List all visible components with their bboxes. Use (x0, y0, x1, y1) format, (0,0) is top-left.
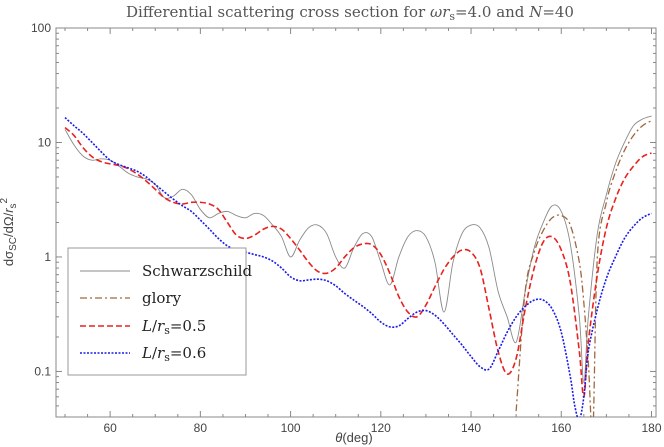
ylabel-part: /dΩ/ (1, 212, 16, 237)
title-part: r (442, 3, 450, 21)
x-tick-label: 120 (371, 421, 391, 435)
title-part: =40 (542, 3, 574, 21)
y-axis-label: dσSC/dΩ/rs2 (0, 197, 19, 266)
x-axis-label: θ(deg) (335, 430, 372, 445)
xlabel-part: (deg) (342, 430, 372, 445)
y-tick-label: 100 (31, 21, 51, 35)
x-axis: 60 80 100 120 140 160 180 (64, 28, 662, 435)
x-tick-label: 180 (641, 421, 661, 435)
y-tick-label: 0.1 (34, 364, 51, 378)
x-tick-label: 160 (551, 421, 571, 435)
title-part: N (528, 3, 543, 21)
y-axis: 100 10 1 0.1 (31, 21, 656, 418)
x-tick-label: 100 (281, 421, 301, 435)
ylabel-part: SC (8, 237, 19, 251)
y-tick-label: 1 (44, 250, 51, 264)
chart-title: Differential scattering cross section fo… (126, 3, 574, 23)
ylabel-part: dσ (1, 251, 16, 266)
title-part: =4.0 and (455, 3, 529, 21)
title-part: Differential scattering cross section fo… (126, 3, 430, 21)
xlabel-part: θ (335, 430, 342, 445)
series-line-0 (64, 115, 652, 383)
legend-label-glory: glory (142, 289, 182, 307)
legend-label-l05: L/rs=0.5 (141, 317, 206, 337)
y-tick-label: 10 (38, 135, 52, 149)
legend-box (67, 247, 247, 376)
title-part: s (449, 10, 455, 23)
ylabel-part: 2 (0, 197, 10, 203)
x-tick-label: 140 (461, 421, 481, 435)
x-tick-label: 60 (103, 421, 117, 435)
series-line-3 (64, 116, 652, 417)
legend-label-schwarzschild: Schwarzschild (142, 262, 253, 280)
series-line-1 (515, 120, 652, 417)
legend-label-l06: L/rs=0.6 (141, 344, 206, 364)
series-layer (64, 115, 652, 417)
title-part: ω (430, 3, 442, 21)
ylabel-part: s (8, 203, 19, 208)
x-tick-label: 80 (194, 421, 208, 435)
legend: Schwarzschild glory L/rs=0.5 L/rs=0.6 (67, 247, 253, 376)
ylabel-part: r (1, 208, 16, 213)
